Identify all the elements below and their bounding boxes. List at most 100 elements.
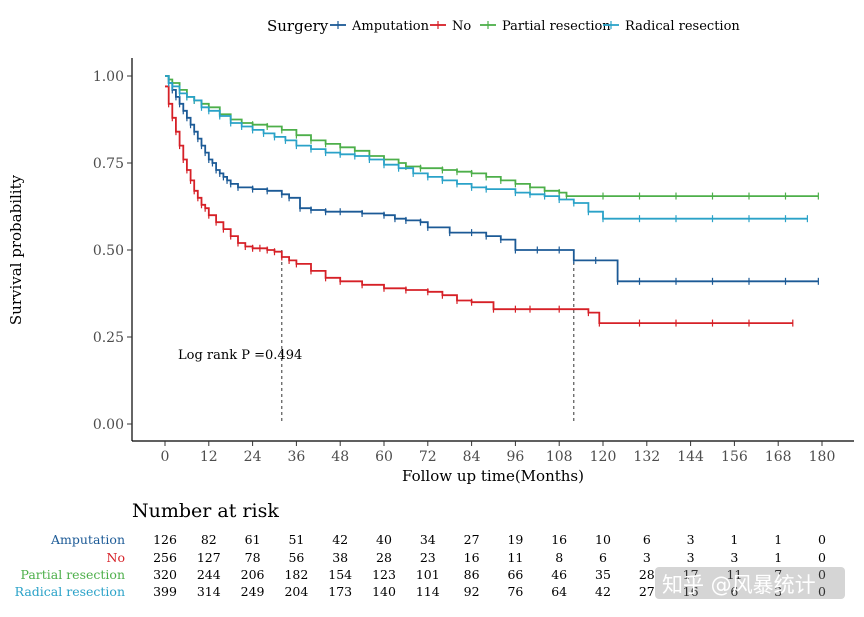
- risk-count: 3: [687, 532, 695, 547]
- risk-count: 23: [420, 550, 436, 565]
- risk-count: 92: [464, 584, 480, 599]
- x-tick-label: 180: [809, 449, 836, 465]
- risk-count: 82: [201, 532, 217, 547]
- risk-count: 0: [818, 584, 826, 599]
- y-tick-label: 0.00: [93, 417, 124, 433]
- risk-count: 27: [639, 584, 655, 599]
- y-axis-title: Survival probability: [7, 174, 25, 325]
- risk-count: 1: [774, 550, 782, 565]
- risk-count: 16: [464, 550, 480, 565]
- risk-count: 38: [332, 550, 348, 565]
- risk-count: 1: [774, 532, 782, 547]
- legend-title: Surgery: [267, 17, 329, 35]
- risk-count: 206: [241, 567, 265, 582]
- watermark: 知乎 @风暴统计: [655, 567, 845, 599]
- risk-count: 101: [416, 567, 440, 582]
- x-tick-label: 72: [419, 449, 437, 465]
- risk-count: 42: [595, 584, 611, 599]
- risk-count: 66: [507, 567, 523, 582]
- series-partial-resection: [165, 75, 819, 200]
- risk-count: 0: [818, 532, 826, 547]
- risk-count: 46: [551, 567, 567, 582]
- x-tick-label: 24: [244, 449, 262, 465]
- risk-count: 11: [726, 567, 742, 582]
- risk-count: 123: [372, 567, 396, 582]
- risk-count: 256: [153, 550, 177, 565]
- risk-table-title: Number at risk: [132, 500, 279, 522]
- risk-count: 40: [376, 532, 392, 547]
- x-tick-label: 0: [161, 449, 170, 465]
- risk-count: 76: [507, 584, 523, 599]
- risk-count: 28: [376, 550, 392, 565]
- risk-count: 127: [197, 550, 221, 565]
- plot-area: 0.00 0.25 0.50 0.75 1.00 0 12 24 36 48 60 72 84 96 108…: [93, 58, 854, 465]
- risk-count: 126: [153, 532, 177, 547]
- risk-count: 16: [551, 532, 567, 547]
- risk-count: 56: [288, 550, 304, 565]
- risk-count: 399: [153, 584, 177, 599]
- risk-count: 64: [551, 584, 567, 599]
- x-tick-label: 168: [765, 449, 792, 465]
- risk-count: 34: [420, 532, 436, 547]
- curve-no: [165, 85, 793, 324]
- x-tick-label: 156: [721, 449, 748, 465]
- risk-count: 16: [683, 584, 699, 599]
- y-tick-label: 0.50: [93, 243, 124, 259]
- risk-count: 6: [643, 532, 651, 547]
- x-tick-label: 60: [375, 449, 393, 465]
- risk-count: 86: [464, 567, 480, 582]
- risk-count: 27: [464, 532, 480, 547]
- risk-count: 17: [683, 567, 699, 582]
- series-no: [165, 85, 794, 327]
- risk-count: 3: [774, 584, 782, 599]
- risk-count: 3: [643, 550, 651, 565]
- risk-count: 51: [288, 532, 304, 547]
- x-tick-label: 96: [506, 449, 524, 465]
- risk-count: 19: [507, 532, 523, 547]
- risk-row-label-amputation: Amputation: [50, 532, 125, 547]
- risk-count: 42: [332, 532, 348, 547]
- risk-count: 204: [284, 584, 308, 599]
- risk-count: 61: [245, 532, 261, 547]
- curve-radical-resection: [165, 75, 808, 220]
- risk-count: 6: [730, 584, 738, 599]
- risk-count: 8: [555, 550, 563, 565]
- risk-count: 154: [328, 567, 352, 582]
- risk-count: 78: [245, 550, 261, 565]
- risk-count: 3: [687, 550, 695, 565]
- log-rank-annotation: Log rank P =0.494: [178, 348, 302, 363]
- x-tick-label: 120: [590, 449, 617, 465]
- risk-count: 114: [416, 584, 440, 599]
- x-tick-label: 132: [633, 449, 660, 465]
- x-axis-title: Follow up time(Months): [402, 467, 584, 485]
- risk-count: 0: [818, 567, 826, 582]
- risk-count: 7: [774, 567, 782, 582]
- series-radical-resection: [165, 75, 809, 223]
- risk-count: 314: [197, 584, 221, 599]
- y-tick-label: 1.00: [93, 69, 124, 85]
- risk-count: 35: [595, 567, 611, 582]
- risk-count: 11: [507, 550, 523, 565]
- risk-count: 6: [599, 550, 607, 565]
- risk-count: 249: [241, 584, 265, 599]
- risk-count: 173: [328, 584, 352, 599]
- legend-label-amputation: Amputation: [351, 19, 430, 34]
- risk-row-label-partial-resection: Partial resection: [20, 567, 125, 582]
- watermark-text: 知乎 @风暴统计: [662, 573, 816, 597]
- x-tick-label: 12: [200, 449, 218, 465]
- risk-count: 3: [730, 550, 738, 565]
- y-tick-label: 0.25: [93, 330, 124, 346]
- legend-label-radical-resection: Radical resection: [625, 19, 740, 34]
- x-tick-label: 48: [331, 449, 349, 465]
- legend-label-partial-resection: Partial resection: [502, 19, 611, 34]
- curve-partial-resection: [165, 75, 819, 197]
- risk-count: 182: [284, 567, 308, 582]
- legend: Surgery Amputation No Partial resection Rad…: [267, 17, 740, 35]
- risk-table: Number at risk Amputation 126 82 61 51 42 40 34…: [15, 500, 826, 599]
- risk-row-label-radical-resection: Radical resection: [15, 584, 125, 599]
- x-tick-label: 36: [287, 449, 305, 465]
- risk-row-label-no: No: [107, 550, 125, 565]
- x-tick-label: 108: [546, 449, 573, 465]
- watermark-backdrop: [655, 567, 845, 599]
